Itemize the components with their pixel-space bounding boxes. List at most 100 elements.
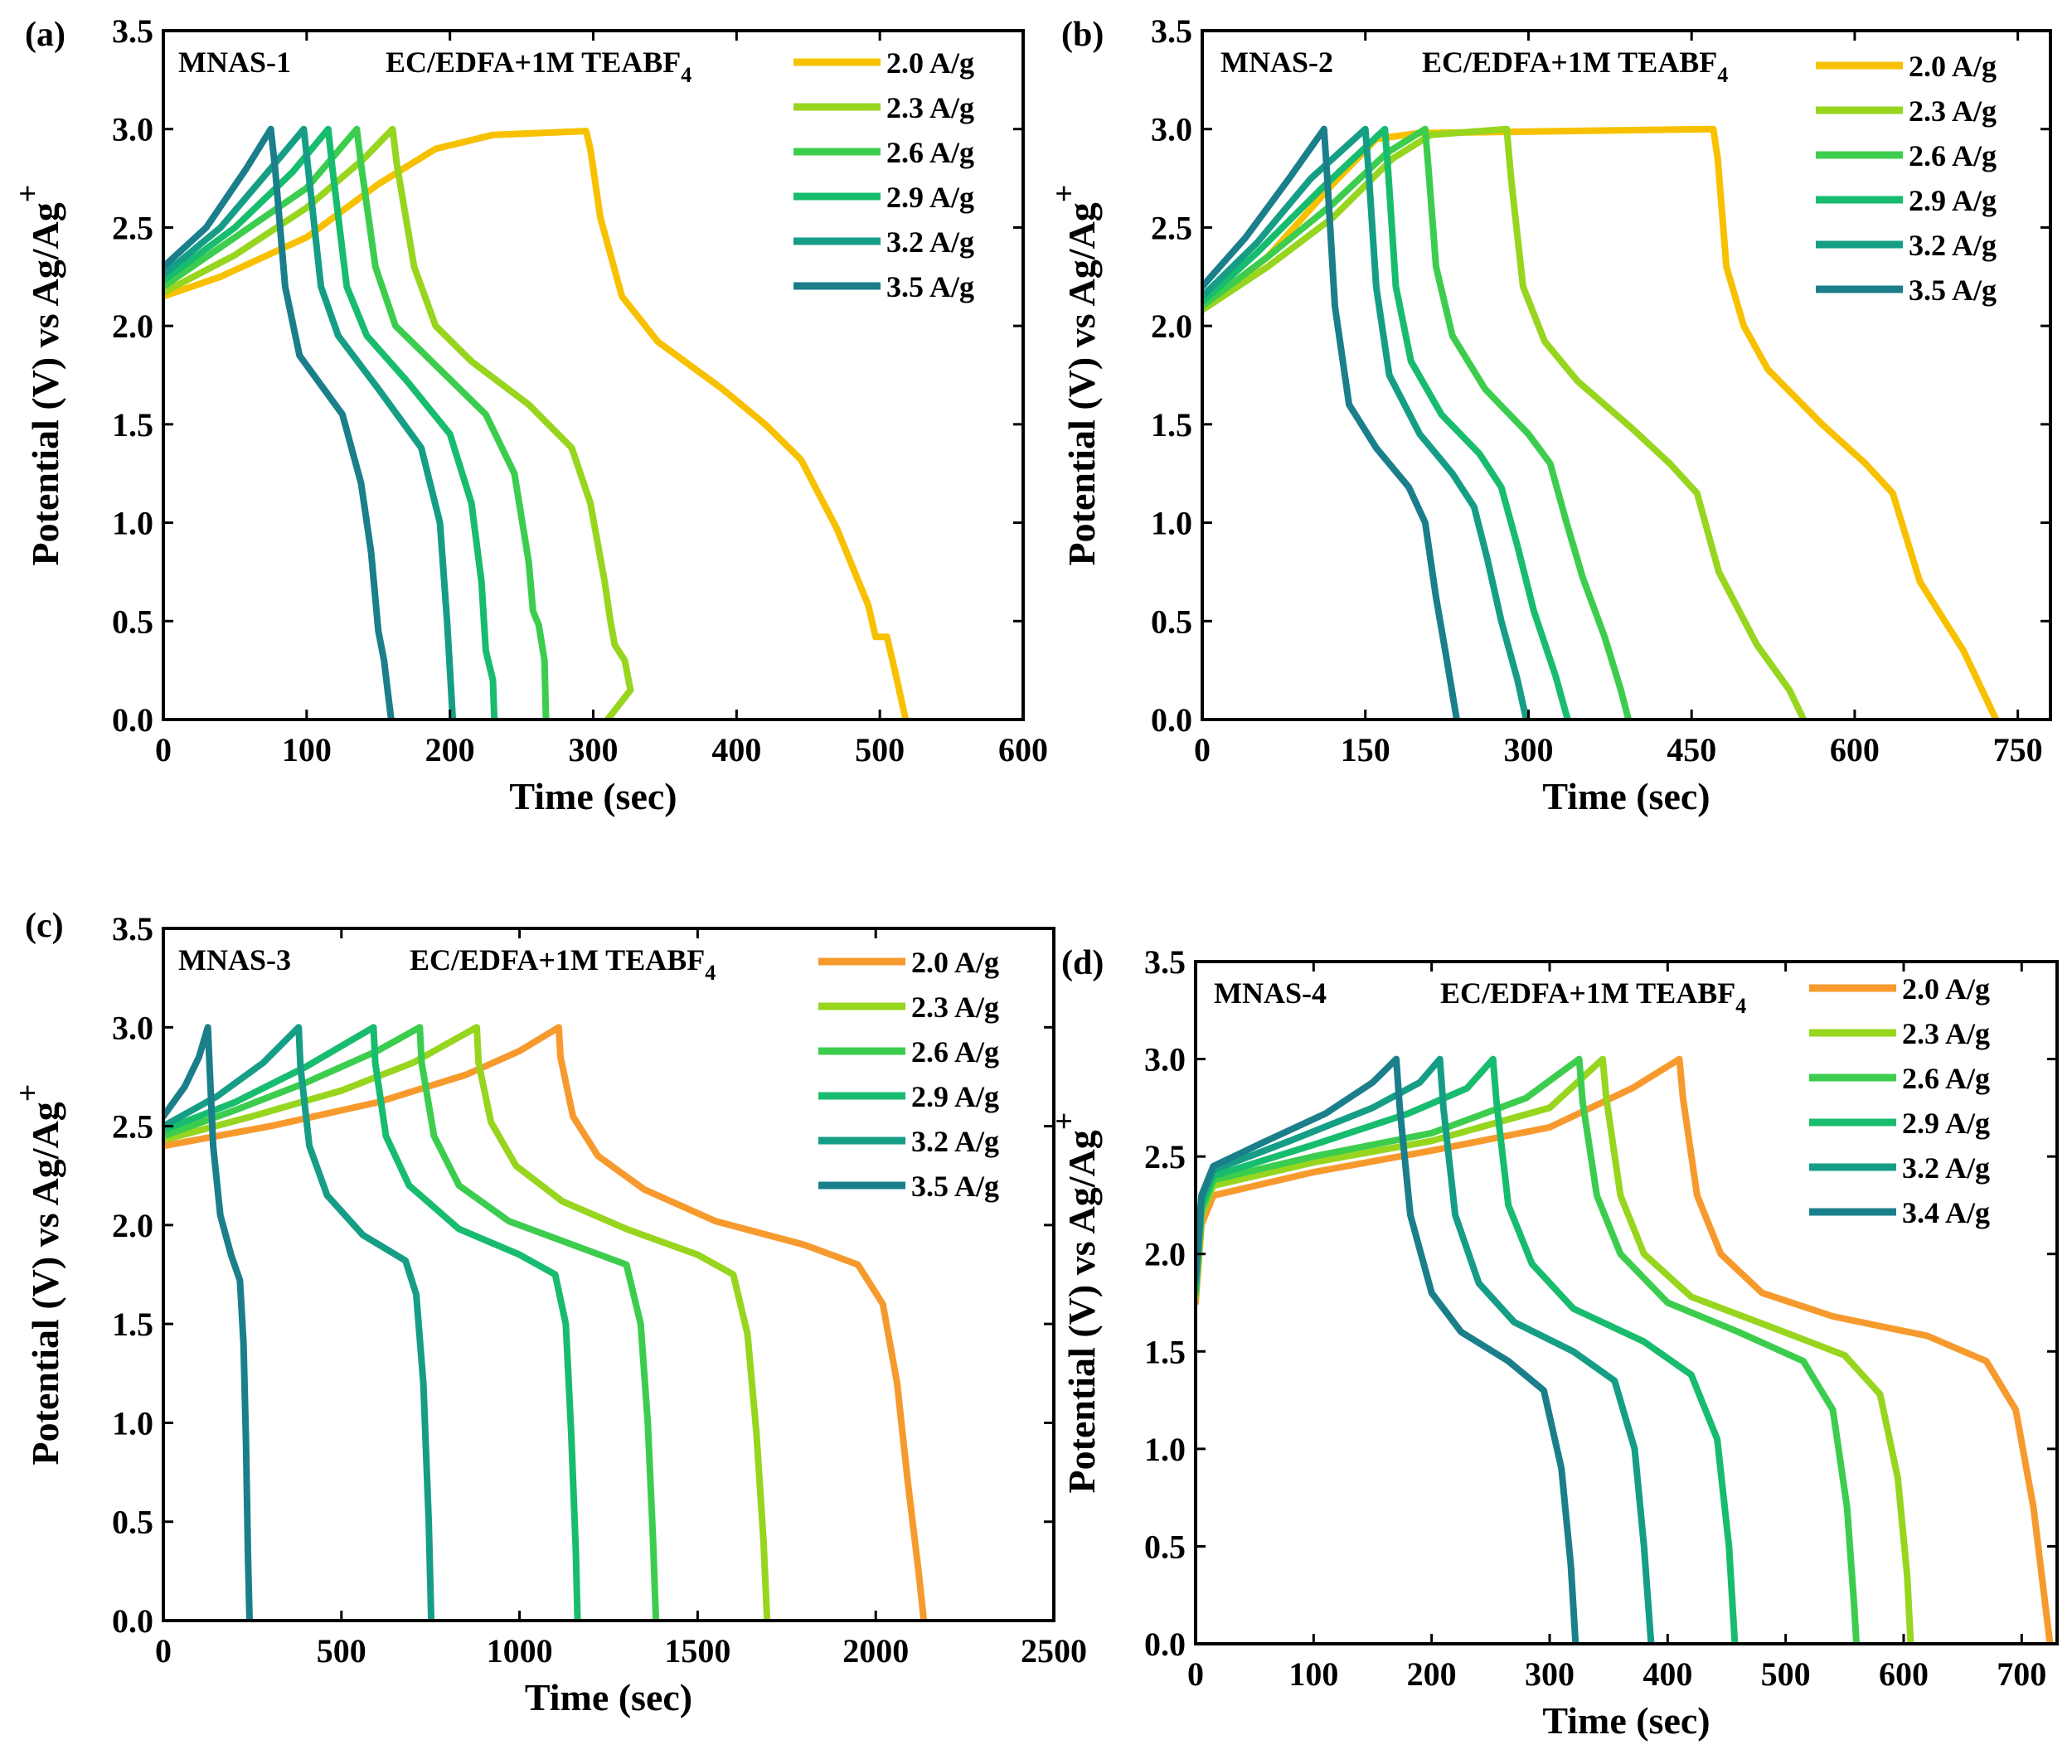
series-line-2-3-A-g xyxy=(1202,125,1808,720)
legend-label: 2.0 A/g xyxy=(1909,50,1997,83)
y-tick-label: 3.0 xyxy=(1151,111,1192,148)
x-tick-label: 0 xyxy=(155,1632,172,1670)
series-line-2-0-A-g xyxy=(163,128,910,720)
panel-letter: (b) xyxy=(1061,16,1104,54)
x-tick-label: 1500 xyxy=(664,1632,730,1670)
series-group xyxy=(1202,125,2000,720)
legend: 2.0 A/g 2.3 A/g 2.6 A/g 2.9 A/g 3.2 A/g 3.5 A… xyxy=(1816,50,1997,307)
y-tick-label: 1.5 xyxy=(1144,1333,1186,1370)
legend-label: 3.2 A/g xyxy=(1902,1151,1990,1185)
legend-label: 3.2 A/g xyxy=(886,225,974,259)
y-tick-label: 2.0 xyxy=(1144,1236,1186,1273)
chart-panel-1: 0 100 200 300 400 500 600 0.0 0.5 1.0 1.5 2.0 2.5 3.0… xyxy=(11,12,1048,817)
legend-label: 3.5 A/g xyxy=(886,270,974,303)
plot-frame xyxy=(162,927,1055,1622)
x-tick-label: 0 xyxy=(1187,1655,1204,1693)
chart-panel-4: 0 100 200 300 400 500 600 700 0.0 0.5 1.0 1.5 2.0 2.5… xyxy=(1047,943,2059,1742)
sample-label: MNAS-2 xyxy=(1220,46,1333,79)
y-tick-label: 2.5 xyxy=(112,1108,153,1146)
panel-letter: (d) xyxy=(1061,944,1104,982)
y-tick-label: 2.5 xyxy=(1144,1138,1186,1175)
x-tick-label: 200 xyxy=(1407,1655,1457,1693)
x-tick-label: 0 xyxy=(1194,731,1211,768)
y-tick-label: 0.0 xyxy=(112,1602,153,1640)
series-line-2-0-A-g xyxy=(1196,1055,2054,1644)
x-tick-label: 2500 xyxy=(1021,1632,1087,1670)
series-group xyxy=(163,125,910,720)
legend-label: 2.6 A/g xyxy=(911,1035,999,1069)
chart-panel-2: 0 150 300 450 600 750 0.0 0.5 1.0 1.5 2.0 2.5 3.0 3.5… xyxy=(1047,12,2052,817)
series-line-3-5-A-g xyxy=(1202,125,1460,720)
series-group xyxy=(1196,1055,2054,1644)
y-tick-label: 0.5 xyxy=(1144,1528,1186,1565)
legend-label: 2.9 A/g xyxy=(911,1080,999,1113)
x-tick-label: 750 xyxy=(1993,731,2043,768)
electrolyte-label: EC/EDFA+1M TEABF4 xyxy=(1422,46,1728,87)
series-line-2-6-A-g xyxy=(1202,125,1633,720)
legend-label: 2.0 A/g xyxy=(886,46,974,80)
series-line-3-4-A-g xyxy=(1196,1055,1579,1644)
y-tick-label: 1.0 xyxy=(1144,1431,1186,1468)
legend-label: 2.0 A/g xyxy=(1902,972,1990,1006)
legend-label: 2.3 A/g xyxy=(911,991,999,1024)
legend-label: 2.6 A/g xyxy=(1902,1062,1990,1095)
series-line-2-9-A-g xyxy=(163,1024,581,1621)
plot-frame xyxy=(162,29,1025,721)
series-line-3-2-A-g xyxy=(1202,125,1530,720)
electrolyte-label: EC/EDFA+1M TEABF4 xyxy=(386,46,691,87)
x-tick-label: 500 xyxy=(855,731,905,768)
series-line-3-2-A-g xyxy=(163,1024,435,1621)
y-tick-label: 3.5 xyxy=(112,12,153,50)
series-line-2-3-A-g xyxy=(163,125,634,720)
x-tick-label: 600 xyxy=(1830,731,1880,768)
legend-label: 2.6 A/g xyxy=(886,136,974,169)
legend-label: 2.6 A/g xyxy=(1909,139,1997,172)
x-axis-label: Time (sec) xyxy=(1542,1699,1710,1742)
legend-label: 3.5 A/g xyxy=(911,1170,999,1203)
y-tick-label: 3.5 xyxy=(1151,12,1192,50)
sample-label: MNAS-4 xyxy=(1214,976,1327,1010)
x-axis-label: Time (sec) xyxy=(1542,775,1710,817)
y-tick-label: 2.0 xyxy=(112,1207,153,1244)
series-line-3-2-A-g xyxy=(163,125,457,720)
y-tick-label: 2.0 xyxy=(112,308,153,345)
legend-label: 2.9 A/g xyxy=(1909,184,1997,217)
legend: 2.0 A/g 2.3 A/g 2.6 A/g 2.9 A/g 3.2 A/g 3.5 A… xyxy=(793,46,974,303)
plot-frame xyxy=(1194,960,2059,1645)
y-tick-label: 3.0 xyxy=(112,111,153,148)
y-axis-label: Potential (V) vs Ag/Ag+ xyxy=(11,1084,66,1466)
electrolyte-label: EC/EDFA+1M TEABF4 xyxy=(1440,976,1746,1018)
legend-label: 2.9 A/g xyxy=(886,181,974,214)
x-tick-label: 450 xyxy=(1667,731,1716,768)
series-line-2-9-A-g xyxy=(1202,125,1571,720)
series-line-2-9-A-g xyxy=(1196,1055,1739,1644)
y-axis-label: Potential (V) vs Ag/Ag+ xyxy=(11,185,66,566)
y-tick-label: 3.5 xyxy=(112,910,153,947)
y-tick-label: 1.0 xyxy=(1151,505,1192,542)
series-line-3-5-A-g xyxy=(163,1024,253,1621)
x-tick-label: 100 xyxy=(282,731,332,768)
y-tick-label: 3.5 xyxy=(1144,943,1186,981)
legend-label: 2.3 A/g xyxy=(886,91,974,124)
y-tick-label: 0.0 xyxy=(1151,701,1192,739)
x-tick-label: 300 xyxy=(569,731,619,768)
x-tick-label: 1000 xyxy=(487,1632,553,1670)
series-line-2-6-A-g xyxy=(163,1024,660,1621)
series-line-2-9-A-g xyxy=(163,125,498,720)
y-tick-label: 1.5 xyxy=(112,1306,153,1343)
legend-label: 2.0 A/g xyxy=(911,946,999,979)
y-tick-label: 2.0 xyxy=(1151,308,1192,345)
series-line-2-6-A-g xyxy=(1196,1055,1860,1644)
series-line-3-2-A-g xyxy=(1196,1055,1655,1644)
series-line-2-6-A-g xyxy=(163,125,550,720)
y-tick-label: 0.0 xyxy=(1144,1626,1186,1663)
x-tick-label: 150 xyxy=(1341,731,1390,768)
y-axis-label: Potential (V) vs Ag/Ag+ xyxy=(1047,185,1103,566)
x-tick-label: 300 xyxy=(1503,731,1553,768)
legend-label: 2.3 A/g xyxy=(1909,94,1997,128)
x-tick-label: 600 xyxy=(998,731,1048,768)
x-tick-label: 2000 xyxy=(842,1632,909,1670)
series-line-3-5-A-g xyxy=(163,125,395,720)
legend-label: 3.5 A/g xyxy=(1909,274,1997,307)
